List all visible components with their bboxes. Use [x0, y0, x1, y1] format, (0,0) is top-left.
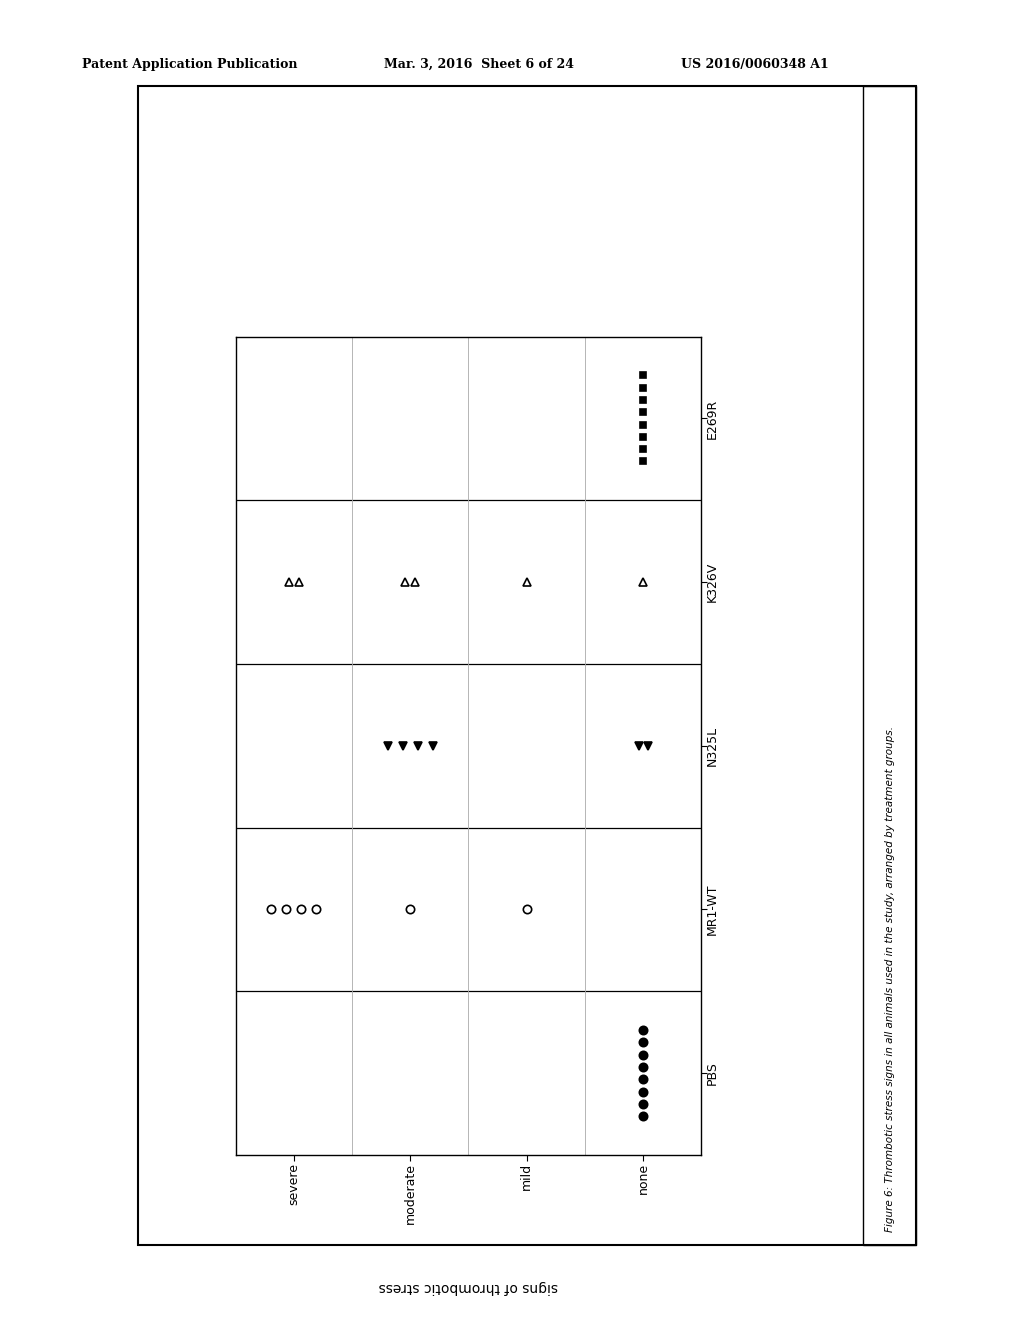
Text: Mar. 3, 2016  Sheet 6 of 24: Mar. 3, 2016 Sheet 6 of 24	[384, 58, 574, 71]
Text: Patent Application Publication: Patent Application Publication	[82, 58, 297, 71]
Text: US 2016/0060348 A1: US 2016/0060348 A1	[681, 58, 828, 71]
X-axis label: signs of thrombotic stress: signs of thrombotic stress	[379, 1280, 558, 1294]
Text: Figure 6: Thrombotic stress signs in all animals used in the study, arranged by : Figure 6: Thrombotic stress signs in all…	[885, 726, 895, 1232]
